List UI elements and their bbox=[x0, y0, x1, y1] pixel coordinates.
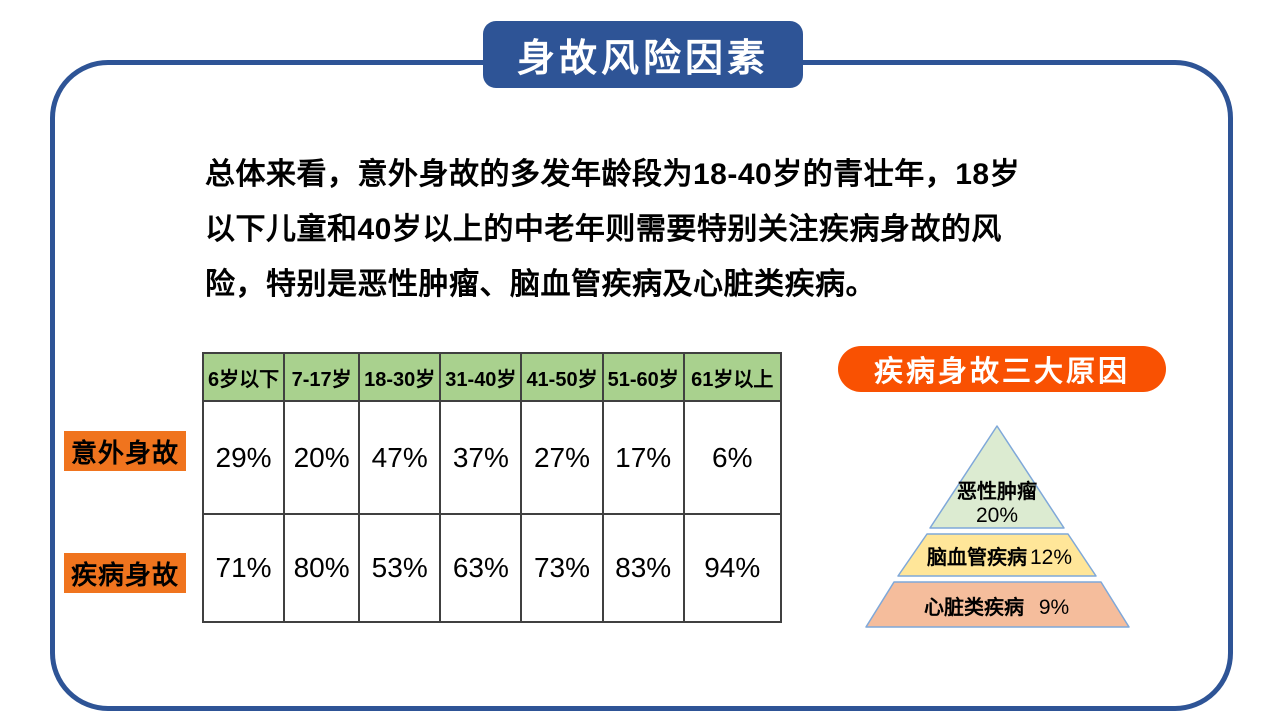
column-header: 18-30岁 bbox=[358, 352, 442, 402]
table-cell: 37% bbox=[439, 400, 523, 515]
table-cell: 27% bbox=[520, 400, 604, 515]
slide-title: 身故风险因素 bbox=[516, 38, 769, 80]
row-label-accident: 意外身故 bbox=[64, 431, 186, 471]
table-cell: 17% bbox=[601, 400, 685, 515]
table-row-disease: 71% 80% 53% 63% 73% 83% 94% bbox=[201, 513, 782, 623]
pyramid-level-middle bbox=[897, 533, 1097, 577]
table-cell: 20% bbox=[283, 400, 361, 515]
data-table: 6岁以下 7-17岁 18-30岁 31-40岁 41-50岁 51-60岁 6… bbox=[201, 352, 782, 623]
row-label-disease: 疾病身故 bbox=[64, 553, 186, 593]
column-header: 41-50岁 bbox=[520, 352, 604, 402]
table-cell: 80% bbox=[283, 513, 361, 623]
pyramid-top-value: 20% bbox=[976, 504, 1018, 527]
age-mortality-table: 6岁以下 7-17岁 18-30岁 31-40岁 41-50岁 51-60岁 6… bbox=[201, 352, 782, 623]
pyramid-level-bottom bbox=[865, 581, 1130, 628]
table-cell: 47% bbox=[358, 400, 442, 515]
column-header: 31-40岁 bbox=[439, 352, 523, 402]
table-cell: 83% bbox=[601, 513, 685, 623]
badge-label: 疾病身故三大原因 bbox=[873, 356, 1130, 388]
column-header: 6岁以下 bbox=[201, 352, 286, 402]
table-cell: 6% bbox=[682, 400, 782, 515]
table-cell: 94% bbox=[682, 513, 782, 623]
table-cell: 53% bbox=[358, 513, 442, 623]
column-header: 61岁以上 bbox=[682, 352, 782, 402]
table-cell: 63% bbox=[439, 513, 523, 623]
paragraph-line: 总体来看，意外身故的多发年龄段为18-40岁的青壮年，18岁 bbox=[205, 158, 1021, 191]
column-header: 51-60岁 bbox=[601, 352, 685, 402]
pyramid-middle-label: 脑血管疾病 bbox=[927, 545, 1027, 569]
column-header: 7-17岁 bbox=[283, 352, 361, 402]
table-header-row: 6岁以下 7-17岁 18-30岁 31-40岁 41-50岁 51-60岁 6… bbox=[201, 352, 782, 402]
disease-causes-pyramid: 恶性肿瘤 20% 脑血管疾病 12% 心脏类疾病 9% bbox=[865, 425, 1130, 628]
disease-causes-badge: 疾病身故三大原因 bbox=[838, 346, 1166, 392]
table-cell: 29% bbox=[201, 400, 286, 515]
table-row-accident: 29% 20% 47% 37% 27% 17% 6% bbox=[201, 400, 782, 515]
table-cell: 71% bbox=[201, 513, 286, 623]
pyramid-top-label: 恶性肿瘤 bbox=[957, 479, 1037, 503]
pyramid-bottom-value: 9% bbox=[1039, 596, 1069, 619]
paragraph-line: 以下儿童和40岁以上的中老年则需要特别关注疾病身故的风 bbox=[205, 213, 1002, 246]
pyramid-middle-value: 12% bbox=[1030, 546, 1072, 569]
body-paragraph: 总体来看，意外身故的多发年龄段为18-40岁的青壮年，18岁 以下儿童和40岁以… bbox=[205, 147, 1020, 312]
slide-title-banner: 身故风险因素 bbox=[483, 21, 803, 88]
pyramid-level-top bbox=[929, 425, 1065, 529]
table-cell: 73% bbox=[520, 513, 604, 623]
pyramid-bottom-label: 心脏类疾病 bbox=[924, 595, 1024, 619]
paragraph-line: 险，特别是恶性肿瘤、脑血管疾病及心脏类疾病。 bbox=[205, 268, 876, 301]
